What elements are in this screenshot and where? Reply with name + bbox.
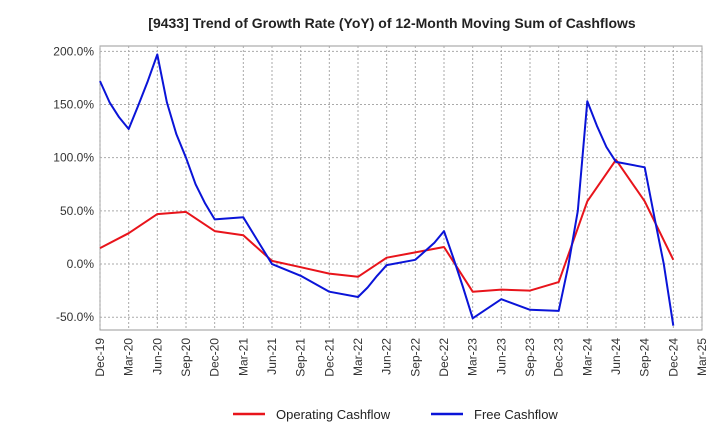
series-line-operating-cashflow <box>99 158 675 293</box>
y-tick-label: 50.0% <box>60 204 94 218</box>
x-tick-label: Dec-20 <box>208 338 222 377</box>
x-tick-label: Sep-24 <box>638 338 652 377</box>
y-tick-label: 100.0% <box>53 151 94 165</box>
x-tick-label: Dec-19 <box>93 338 107 377</box>
x-tick-label: Dec-22 <box>437 338 451 377</box>
x-tick-label: Mar-22 <box>351 338 365 376</box>
x-tick-label: Sep-22 <box>408 338 422 377</box>
x-tick-label: Mar-23 <box>466 338 480 376</box>
x-tick-label: Jun-21 <box>265 338 279 375</box>
legend-label: Operating Cashflow <box>276 407 391 422</box>
plot-frame <box>99 45 703 331</box>
x-tick-label: Dec-21 <box>322 338 336 377</box>
x-tick-label: Mar-24 <box>580 338 594 376</box>
legend: Operating Cashflow Free Cashflow <box>233 407 558 422</box>
y-tick-label: 0.0% <box>67 257 95 271</box>
x-tick-label: Jun-23 <box>494 338 508 375</box>
x-tick-label: Dec-23 <box>552 338 566 377</box>
x-tick-label: Jun-20 <box>150 338 164 375</box>
x-tick-label: Jun-22 <box>380 338 394 375</box>
x-tick-label: Mar-21 <box>236 338 250 376</box>
chart-title: [9433] Trend of Growth Rate (YoY) of 12-… <box>148 15 636 31</box>
x-tick-label: Sep-20 <box>179 338 193 377</box>
x-tick-label: Dec-24 <box>666 338 680 377</box>
y-tick-label: -50.0% <box>56 310 94 324</box>
plot-area: 200.0% 150.0% 100.0% 50.0% 0.0% -50.0% Dec-19 M… <box>53 44 709 376</box>
x-tick-label: Sep-21 <box>294 338 308 377</box>
y-tick-label: 200.0% <box>53 44 94 58</box>
x-tick-label: Mar-20 <box>122 338 136 376</box>
series-line-free-cashflow <box>99 53 675 326</box>
x-tick-label: Sep-23 <box>523 338 537 377</box>
x-tick-label: Mar-25 <box>695 338 709 376</box>
y-tick-label: 150.0% <box>53 98 94 112</box>
legend-label: Free Cashflow <box>474 407 558 422</box>
x-tick-label: Jun-24 <box>609 338 623 375</box>
